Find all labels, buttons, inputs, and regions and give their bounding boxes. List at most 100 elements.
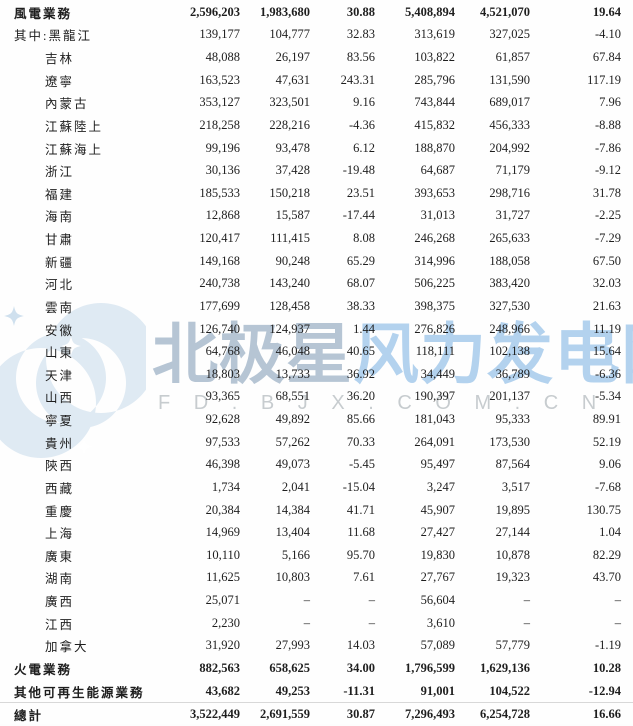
row-label: 吉林 [45,52,75,67]
table-row: 遼寧 163,523 47,631 243.31 285,796 131,590 117.1… [0,69,633,92]
cell-value: 49,073 [275,457,310,472]
cell-value: 1.04 [599,525,621,540]
table-row: 西藏 1,734 2,041 -15.04 3,247 3,517 -7.68 [0,476,633,499]
cell-value: 10,878 [495,547,530,562]
cell-value: 285,796 [414,72,455,87]
cell-value: 27,427 [420,525,455,540]
row-label: 重慶 [45,504,75,519]
table-row: 天津 18,803 13,733 36.92 34,449 36,789 -6.36 [0,363,633,386]
cell-value: 7.61 [353,570,375,585]
cell-value: 36.20 [346,389,375,404]
cell-value: 218,258 [199,117,240,132]
cell-value: 31,727 [495,208,530,223]
cell-value: 139,177 [199,27,240,42]
cell-value: 3,247 [426,479,455,494]
cell-value: 31.78 [592,185,621,200]
cell-value: 43,682 [205,683,240,698]
cell-value: 248,966 [489,321,530,336]
cell-value: 506,225 [414,276,455,291]
cell-value: 18,803 [205,366,240,381]
cell-value: 85.66 [346,412,375,427]
cell-value: 67.50 [592,253,621,268]
cell-value: 49,892 [275,412,310,427]
cell-value: 102,138 [489,344,530,359]
cell-value: -7.86 [594,140,621,155]
cell-value: 49,253 [275,683,310,698]
table-row: 風電業務 2,596,203 1,983,680 30.88 5,408,894 4,52… [0,1,633,24]
cell-value: 34.00 [346,660,375,675]
table-row: 吉林 48,088 26,197 83.56 103,822 61,857 67.84 [0,46,633,69]
cell-value: – [368,615,375,630]
cell-value: 240,738 [199,276,240,291]
cell-value: -2.25 [594,208,621,223]
cell-value: 323,501 [269,95,310,110]
cell-value: 117.19 [587,72,621,87]
table-row: 其他可再生能源業務 43,682 49,253 -11.31 91,001 104,522… [0,680,633,703]
cell-value: 93,478 [275,140,310,155]
cell-value: 34,449 [420,366,455,381]
cell-value: 70.33 [346,434,375,449]
table-row: 山西 93,365 68,551 36.20 190,397 201,137 -5.34 [0,386,633,409]
cell-value: 185,533 [199,185,240,200]
row-label: 風電業務 [14,6,73,21]
cell-value: 327,530 [489,298,530,313]
row-label: 火電業務 [14,662,73,677]
cell-value: 31,920 [205,638,240,653]
cell-value: 14,969 [205,525,240,540]
cell-value: – [614,615,621,630]
cell-value: 95,497 [420,457,455,472]
cell-value: 90,248 [275,253,310,268]
cell-value: 10,803 [275,570,310,585]
table-row: 安徽 126,740 124,937 1.44 276,826 248,966 11.19 [0,318,633,341]
cell-value: 11,625 [206,570,240,585]
cell-value: 327,025 [489,27,530,42]
cell-value: 14,384 [275,502,310,517]
cell-value: 46,048 [275,344,310,359]
table-row: 內蒙古 353,127 323,501 9.16 743,844 689,017 7.96 [0,92,633,115]
cell-value: 130.75 [586,502,621,517]
table-row: 海南 12,868 15,587 -17.44 31,013 31,727 -2.25 [0,205,633,228]
cell-value: 111,415 [270,231,310,246]
cell-value: 265,633 [489,231,530,246]
cell-value: 743,844 [414,95,455,110]
cell-value: 104,777 [269,27,310,42]
table-row: 江西 2,230 – – 3,610 – – [0,612,633,635]
cell-value: 19,895 [495,502,530,517]
cell-value: 1,796,599 [405,660,455,675]
table-row: 山東 64,768 46,048 40.65 118,111 102,138 15.64 [0,340,633,363]
cell-value: 64,768 [205,344,240,359]
cell-value: 93,365 [205,389,240,404]
cell-value: 16.66 [592,707,621,722]
cell-value: 27,993 [275,638,310,653]
cell-value: 8.08 [353,231,375,246]
cell-value: 57,262 [275,434,310,449]
cell-value: 10,110 [206,547,240,562]
cell-value: 131,590 [489,72,530,87]
cell-value: 456,333 [489,117,530,132]
cell-value: 95,333 [495,412,530,427]
row-label: 福建 [45,187,75,202]
cell-value: 173,530 [489,434,530,449]
cell-value: 21.63 [592,298,621,313]
cell-value: 3,517 [501,479,530,494]
cell-value: 2,041 [281,479,310,494]
cell-value: 4,521,070 [480,4,530,19]
row-label: 天津 [45,368,75,383]
cell-value: 124,937 [269,321,310,336]
cell-value: 118,111 [415,344,455,359]
cell-value: 2,230 [211,615,240,630]
cell-value: 13,404 [275,525,310,540]
cell-value: 5,408,894 [405,4,455,19]
row-label: 廣東 [45,549,75,564]
row-label: 寧夏 [45,414,75,429]
cell-value: – [614,593,621,608]
row-label: 安徽 [45,323,75,338]
cell-value: 7,296,493 [405,707,455,722]
cell-value: 71,179 [495,163,530,178]
cell-value: 97,533 [205,434,240,449]
cell-value: 61,857 [495,50,530,65]
cell-value: 143,240 [269,276,310,291]
table-row: 甘肅 120,417 111,415 8.08 246,268 265,633 -7.29 [0,227,633,250]
